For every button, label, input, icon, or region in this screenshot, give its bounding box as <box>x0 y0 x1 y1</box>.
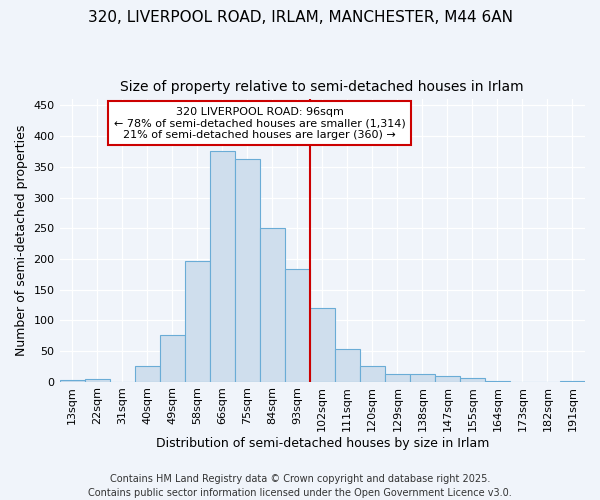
Bar <box>560 381 585 382</box>
Bar <box>209 152 235 382</box>
Bar <box>85 379 110 382</box>
Title: Size of property relative to semi-detached houses in Irlam: Size of property relative to semi-detach… <box>121 80 524 94</box>
Bar <box>59 380 85 382</box>
X-axis label: Distribution of semi-detached houses by size in Irlam: Distribution of semi-detached houses by … <box>155 437 489 450</box>
Bar <box>410 374 435 382</box>
Bar <box>185 262 209 382</box>
Bar <box>485 381 510 382</box>
Bar <box>360 366 385 382</box>
Bar <box>260 228 285 382</box>
Text: 320 LIVERPOOL ROAD: 96sqm
← 78% of semi-detached houses are smaller (1,314)
21% : 320 LIVERPOOL ROAD: 96sqm ← 78% of semi-… <box>114 106 406 140</box>
Bar <box>385 374 410 382</box>
Bar <box>235 159 260 382</box>
Bar <box>310 308 335 382</box>
Bar <box>335 349 360 382</box>
Text: Contains HM Land Registry data © Crown copyright and database right 2025.
Contai: Contains HM Land Registry data © Crown c… <box>88 474 512 498</box>
Text: 320, LIVERPOOL ROAD, IRLAM, MANCHESTER, M44 6AN: 320, LIVERPOOL ROAD, IRLAM, MANCHESTER, … <box>88 10 512 25</box>
Bar <box>134 366 160 382</box>
Bar <box>460 378 485 382</box>
Bar <box>160 335 185 382</box>
Bar <box>435 376 460 382</box>
Y-axis label: Number of semi-detached properties: Number of semi-detached properties <box>15 125 28 356</box>
Bar <box>285 268 310 382</box>
